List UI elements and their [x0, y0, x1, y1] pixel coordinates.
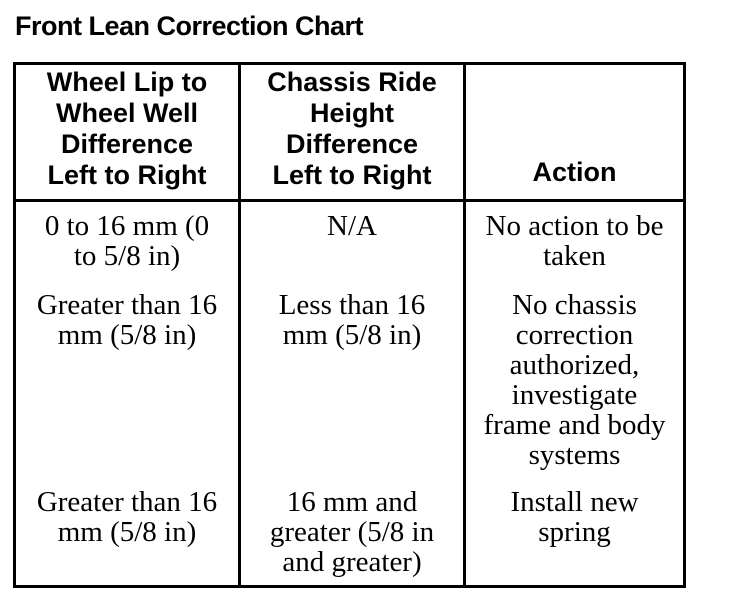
- column-header-wheel-lip-to-wheel-well-difference: Wheel Lip to Wheel Well Difference Left …: [13, 63, 241, 202]
- column-header-chassis-ride-height-difference: Chassis Ride Height Difference Left to R…: [238, 63, 466, 202]
- column-header-action: Action: [463, 63, 686, 202]
- table-row: Greater than 16 mm (5/8 in) 16 mm and gr…: [13, 477, 686, 586]
- table-row: Greater than 16 mm (5/8 in) Less than 16…: [13, 280, 686, 478]
- cell-action-row-2: No chassis correction authorized, invest…: [463, 280, 686, 478]
- cell-chassis-ride-height-row-3: 16 mm and greater (5/8 in and greater): [238, 477, 466, 586]
- cell-wheel-lip-difference-row-2: Greater than 16 mm (5/8 in): [13, 280, 241, 478]
- page-title: Front Lean Correction Chart: [15, 11, 364, 41]
- cell-action-row-3: Install new spring: [463, 477, 686, 586]
- cell-wheel-lip-difference-row-3: Greater than 16 mm (5/8 in): [13, 477, 241, 586]
- cell-chassis-ride-height-row-2: Less than 16 mm (5/8 in): [238, 280, 466, 478]
- cell-wheel-lip-difference-row-1: 0 to 16 mm (0 to 5/8 in): [13, 200, 241, 281]
- table-row: 0 to 16 mm (0 to 5/8 in) N/A No action t…: [13, 200, 686, 281]
- cell-action-row-1: No action to be taken: [463, 200, 686, 281]
- front-lean-correction-chart-table: Wheel Lip to Wheel Well Difference Left …: [13, 62, 686, 588]
- table-header-row: Wheel Lip to Wheel Well Difference Left …: [13, 63, 686, 202]
- cell-chassis-ride-height-row-1: N/A: [238, 200, 466, 281]
